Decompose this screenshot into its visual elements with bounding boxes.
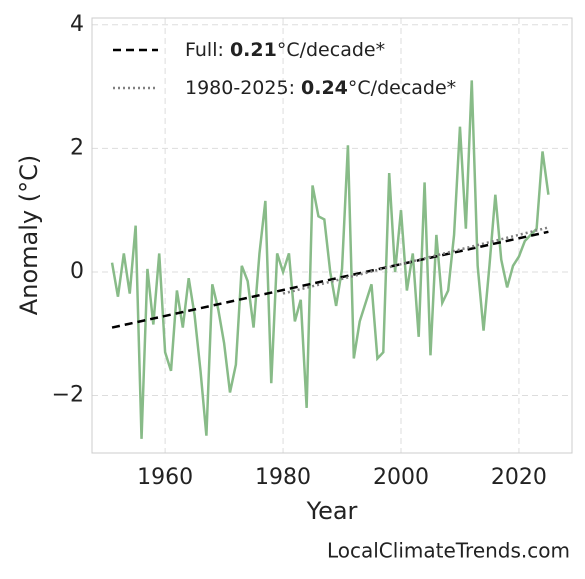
series-line	[110, 80, 550, 439]
footer: LocalClimateTrends.com	[327, 539, 570, 563]
legend-name: 1980-2025:	[185, 77, 295, 99]
y-tick-label: 0	[70, 259, 84, 284]
y-tick-label: 4	[70, 12, 84, 37]
legend-label: Full: 0.21°C/decade*	[185, 39, 385, 61]
series-line	[282, 226, 549, 295]
plot-frame	[91, 17, 573, 454]
series-line	[111, 230, 549, 329]
legend-unit: °C/decade*	[348, 77, 456, 99]
x-tick-label: 1960	[137, 465, 193, 490]
x-tick-label: 2020	[491, 465, 547, 490]
legend-slope: 0.24	[301, 77, 348, 99]
legend-label: 1980-2025: 0.24°C/decade*	[185, 77, 456, 99]
legend-slope: 0.21	[230, 39, 277, 61]
y-axis-label: Anomaly (°C)	[15, 155, 43, 315]
x-tick-label: 1980	[255, 465, 311, 490]
legend-name: Full:	[185, 39, 224, 61]
x-tick-label: 2000	[373, 465, 429, 490]
y-tick-label: −2	[52, 383, 84, 408]
y-tick-label: 2	[70, 135, 84, 160]
legend-unit: °C/decade*	[277, 39, 385, 61]
x-axis-label: Year	[306, 497, 358, 525]
